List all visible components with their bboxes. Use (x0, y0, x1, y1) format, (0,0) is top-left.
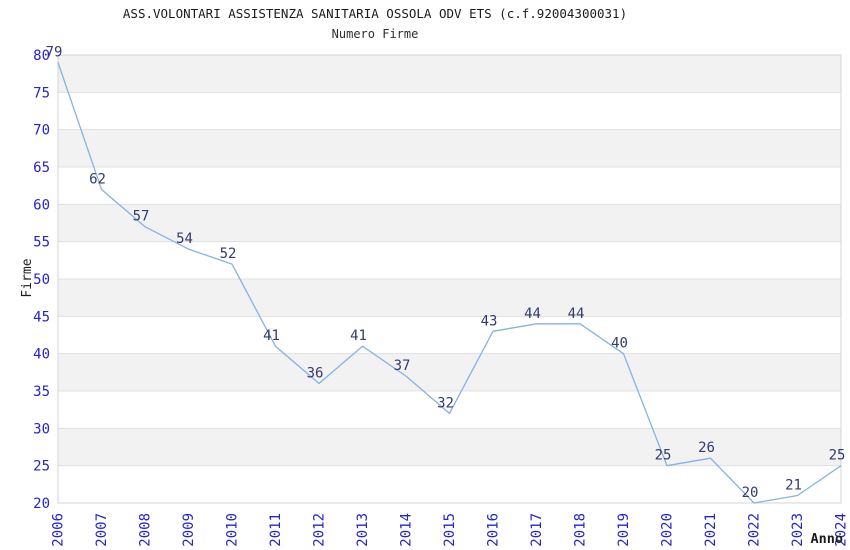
point-label: 41 (263, 328, 280, 344)
x-tick-label: 2022 (747, 513, 763, 547)
x-tick-label: 2008 (138, 513, 154, 547)
y-tick-label: 20 (33, 496, 50, 512)
y-tick-label: 60 (33, 197, 50, 213)
x-tick-label: 2015 (442, 513, 458, 547)
point-label: 20 (742, 485, 759, 501)
x-tick-label: 2012 (312, 513, 328, 547)
point-label: 40 (611, 336, 628, 352)
point-label: 43 (481, 313, 498, 329)
point-label: 52 (220, 246, 237, 262)
point-label: 26 (698, 440, 715, 456)
y-tick-label: 70 (33, 123, 50, 139)
chart-title: ASS.VOLONTARI ASSISTENZA SANITARIA OSSOL… (122, 6, 628, 21)
x-tick-label: 2018 (573, 513, 589, 547)
point-label: 37 (394, 358, 411, 374)
x-tick-label: 2006 (51, 513, 67, 547)
point-label: 41 (350, 328, 367, 344)
point-label: 32 (437, 395, 454, 411)
x-tick-label: 2021 (703, 513, 719, 547)
y-tick-label: 45 (33, 309, 50, 325)
grid-band (58, 279, 841, 317)
x-tick-label: 2023 (790, 513, 806, 547)
grid-band (58, 55, 841, 93)
x-tick-label: 2013 (355, 513, 371, 547)
x-axis-title: Anno (810, 531, 843, 547)
y-tick-label: 30 (33, 421, 50, 437)
point-label: 44 (568, 306, 585, 322)
point-label: 54 (176, 231, 193, 247)
series-line (57, 62, 842, 504)
grid-band (58, 204, 841, 242)
x-tick-label: 2019 (616, 513, 632, 547)
y-tick-label: 65 (33, 160, 50, 176)
point-label: 25 (829, 448, 846, 464)
y-tick-label: 50 (33, 272, 50, 288)
x-tick-label: 2014 (399, 513, 415, 547)
y-tick-label: 35 (33, 384, 50, 400)
grid-band (58, 353, 841, 391)
point-label: 36 (307, 366, 324, 382)
point-label: 57 (133, 209, 150, 225)
plot-border (57, 54, 842, 504)
x-tick-label: 2007 (94, 513, 110, 547)
chart-subtitle: Numero Firme (331, 27, 419, 41)
y-axis-title: Firme (20, 258, 35, 297)
x-tick-label: 2010 (225, 513, 241, 547)
y-tick-label: 80 (33, 48, 50, 64)
grid-band (58, 129, 841, 167)
x-tick-label: 2016 (486, 513, 502, 547)
x-tick-label: 2017 (529, 513, 545, 547)
point-label: 44 (524, 306, 541, 322)
point-label: 62 (89, 171, 106, 187)
y-tick-label: 55 (33, 235, 50, 251)
point-label: 21 (785, 478, 802, 494)
y-tick-label: 25 (33, 459, 50, 475)
y-tick-label: 40 (33, 347, 50, 363)
point-label: 25 (655, 448, 672, 464)
point-label: 79 (46, 45, 63, 61)
grid-band (58, 428, 841, 466)
y-tick-label: 75 (33, 85, 50, 101)
x-tick-label: 2009 (181, 513, 197, 547)
x-tick-label: 2020 (660, 513, 676, 547)
x-tick-label: 2011 (268, 513, 284, 547)
x-tick-label: 2024 (834, 513, 850, 547)
